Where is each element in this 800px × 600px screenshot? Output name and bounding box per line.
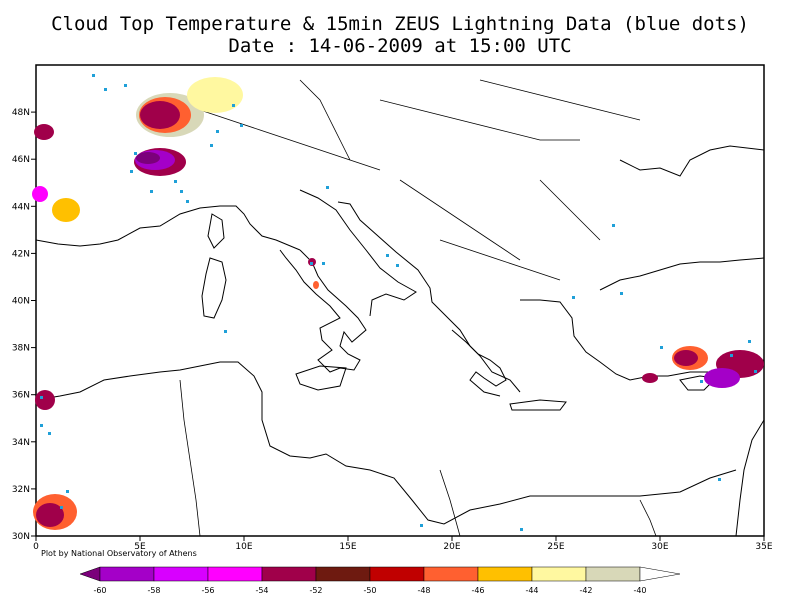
longitude-tick-label: 0 (33, 542, 39, 552)
latitude-tick-label: 44N (12, 202, 30, 212)
colorbar-label: -50 (363, 586, 376, 595)
lightning-dot (322, 262, 325, 265)
lightning-dot (224, 330, 227, 333)
colorbar-cell (261, 566, 317, 582)
lightning-dot (66, 490, 69, 493)
lightning-dot (520, 528, 523, 531)
lightning-dot (420, 524, 423, 527)
lightning-dot (92, 74, 95, 77)
map-credit: Plot by National Observatory of Athens (41, 549, 197, 558)
latitude-tick-label: 34N (12, 438, 30, 448)
lightning-dot (130, 170, 133, 173)
lightning-dot (572, 296, 575, 299)
colorbar-label: -54 (255, 586, 268, 595)
coastlines (35, 145, 765, 537)
latitude-tick-label: 36N (12, 391, 30, 401)
lightning-dot (326, 186, 329, 189)
colorbar-cell (423, 566, 479, 582)
lightning-dot (104, 88, 107, 91)
lightning-dot (612, 224, 615, 227)
lightning-dot (310, 262, 313, 265)
colorbar-label: -58 (147, 586, 160, 595)
colorbar (79, 566, 681, 582)
lightning-dot (754, 370, 757, 373)
lightning-dot (386, 254, 389, 257)
lightning-dot (232, 104, 235, 107)
colorbar-labels: -60 -58 -56 -54 -52 -50 -48 -46 -44 -42 -40 (93, 586, 646, 595)
map-title-line-1: Cloud Top Temperature & 15min ZEUS Light… (51, 13, 749, 35)
colorbar-cell (207, 566, 263, 582)
lightning-dot (396, 264, 399, 267)
lightning-dot (174, 180, 177, 183)
latitude-tick-label: 32N (12, 485, 30, 495)
lightning-dot (216, 130, 219, 133)
colorbar-cell (531, 566, 587, 582)
longitude-tick-label: 5E (134, 542, 146, 552)
lightning-dot (210, 144, 213, 147)
lightning-dot (730, 354, 733, 357)
cloud-top-temperature-patches (32, 77, 764, 530)
longitude-tick-labels: 0 5E 10E 15E 20E 25E 30E 35E (33, 536, 773, 552)
lightning-dot (240, 124, 243, 127)
lightning-dot (48, 432, 51, 435)
latitude-tick-labels: 30N 32N 34N 36N 38N 40N 42N 44N 46N 48N (12, 108, 36, 542)
colorbar-cell (99, 566, 155, 582)
map-frame (35, 64, 765, 537)
colorbar-label: -52 (309, 586, 322, 595)
longitude-tick-label: 25E (547, 542, 564, 552)
lightning-dot (124, 84, 127, 87)
lightning-dot (748, 340, 751, 343)
lightning-dot (180, 190, 183, 193)
lightning-dot (660, 346, 663, 349)
lightning-dot (718, 478, 721, 481)
colorbar-cell (585, 566, 641, 582)
latitude-tick-label: 38N (12, 344, 30, 354)
latitude-tick-label: 46N (12, 155, 30, 165)
lightning-dot (150, 190, 153, 193)
latitude-tick-label: 42N (12, 249, 30, 259)
colorbar-cell (477, 566, 533, 582)
lightning-dot (40, 424, 43, 427)
colorbar-cell (79, 566, 101, 582)
colorbar-label: -46 (471, 586, 484, 595)
colorbar-label: -44 (525, 586, 538, 595)
map-title-line-2: Date : 14-06-2009 at 15:00 UTC (228, 35, 572, 57)
colorbar-cell (639, 566, 681, 582)
longitude-tick-label: 15E (339, 542, 356, 552)
lightning-dot (134, 152, 137, 155)
lightning-dot (186, 200, 189, 203)
longitude-tick-label: 10E (235, 542, 252, 552)
colorbar-cell (369, 566, 425, 582)
colorbar-cell (315, 566, 371, 582)
latitude-tick-label: 30N (12, 532, 30, 542)
lightning-dot (700, 380, 703, 383)
latitude-tick-label: 48N (12, 108, 30, 118)
lightning-dot (620, 292, 623, 295)
colorbar-cell (153, 566, 209, 582)
latitude-tick-label: 40N (12, 297, 30, 307)
lightning-dot (40, 396, 43, 399)
lightning-dot (60, 506, 63, 509)
colorbar-label: -40 (633, 586, 646, 595)
borders (179, 79, 657, 537)
colorbar-label: -56 (201, 586, 214, 595)
lightning-dots (40, 74, 757, 531)
longitude-tick-label: 20E (443, 542, 460, 552)
colorbar-label: -42 (579, 586, 592, 595)
longitude-tick-label: 30E (651, 542, 668, 552)
colorbar-label: -48 (417, 586, 430, 595)
longitude-tick-label: 35E (755, 542, 772, 552)
colorbar-label: -60 (93, 586, 106, 595)
